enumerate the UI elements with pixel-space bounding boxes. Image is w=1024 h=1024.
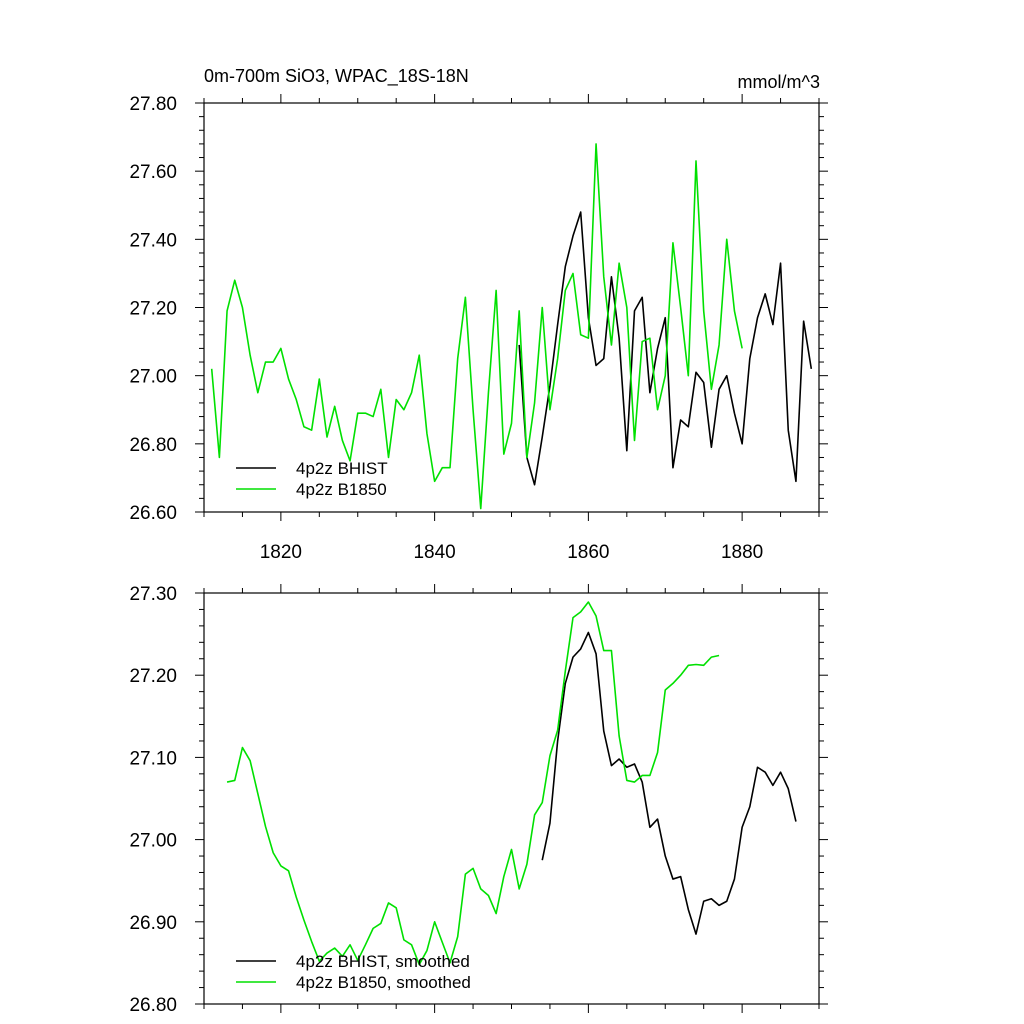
y-tick-label: 26.90 (129, 913, 177, 934)
bottom-plot-frame (203, 592, 820, 1005)
series-line-4p2z-b1850 (210, 143, 743, 510)
series-line-4p2z-bhist-smoothed (541, 631, 797, 935)
series-line-4p2z-b1850-smoothed (226, 601, 720, 966)
y-tick-label: 27.20 (129, 666, 177, 687)
x-tick-label: 1880 (721, 542, 763, 563)
bottom-panel: 26.80 26.90 27.00 27.10 27.20 27.30 4p2z BHIS… (129, 584, 828, 1016)
y-tick-label: 27.80 (129, 94, 177, 115)
y-tick-label: 26.60 (129, 503, 177, 524)
y-tick-label: 26.80 (129, 435, 177, 456)
x-tick-label: 1840 (413, 542, 455, 563)
series-line-4p2z-bhist (518, 211, 813, 486)
top-legend: 4p2z BHIST 4p2z B1850 (236, 459, 388, 499)
x-tick-label: 1820 (260, 542, 302, 563)
bottom-legend: 4p2z BHIST, smoothed 4p2z B1850, smoothe… (236, 952, 471, 992)
chart-title: 0m-700m SiO3, WPAC_18S-18N (204, 66, 469, 87)
y-tick-label: 27.40 (129, 230, 177, 251)
legend-label-bhist: 4p2z BHIST (296, 459, 388, 478)
legend-label-bhist-smoothed: 4p2z BHIST, smoothed (296, 952, 470, 971)
x-tick-label: 1860 (567, 542, 609, 563)
y-tick-label: 27.00 (129, 367, 177, 388)
y-tick-label: 26.80 (129, 995, 177, 1016)
units-label: mmol/m^3 (738, 72, 820, 92)
y-tick-label: 27.10 (129, 748, 177, 769)
legend-label-b1850: 4p2z B1850 (296, 480, 387, 499)
top-plot-frame (203, 102, 820, 513)
y-tick-label: 27.60 (129, 162, 177, 183)
top-panel: 0m-700m SiO3, WPAC_18S-18N mmol/m^3 26.6… (129, 66, 828, 563)
y-tick-label: 27.30 (129, 584, 177, 605)
legend-label-b1850-smoothed: 4p2z B1850, smoothed (296, 973, 471, 992)
y-tick-label: 27.20 (129, 299, 177, 320)
y-tick-label: 27.00 (129, 831, 177, 852)
